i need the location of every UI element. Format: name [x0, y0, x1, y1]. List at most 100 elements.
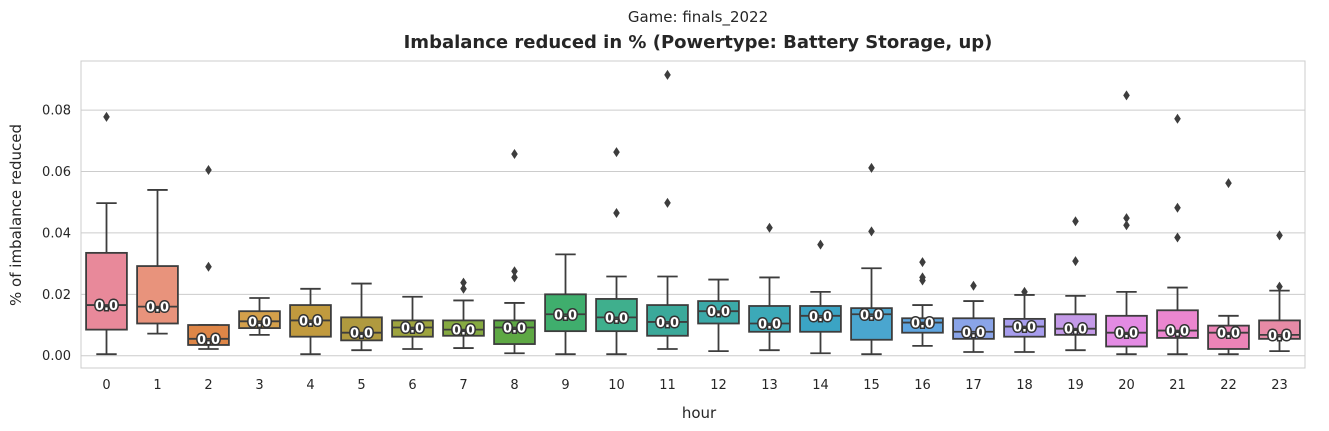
median-value-label: 0.0	[809, 310, 832, 325]
x-tick-label: 1	[153, 378, 161, 393]
box-hour-8: 0.0	[493, 149, 536, 355]
x-tick-label: 8	[510, 378, 518, 393]
y-tick-label: 0.02	[42, 288, 71, 303]
box-hour-10: 0.0	[595, 147, 638, 356]
outlier-point	[205, 164, 212, 175]
iqr-box	[442, 319, 485, 337]
box-hour-21: 0.0	[1156, 113, 1199, 356]
median-value-label: 0.0	[1166, 325, 1189, 340]
median-value-label: 0.0	[401, 321, 424, 336]
box-hour-19: 0.0	[1054, 216, 1097, 352]
iqr-box	[646, 304, 689, 337]
iqr-box	[493, 319, 536, 345]
x-tick-label: 3	[255, 378, 263, 393]
iqr-box	[697, 300, 740, 325]
box-hour-22: 0.0	[1207, 178, 1250, 356]
y-tick-label: 0.00	[42, 349, 71, 364]
outlier-point	[919, 257, 926, 268]
outlier-point	[817, 239, 824, 250]
x-tick-label: 21	[1169, 378, 1186, 393]
chart-suptitle: Game: finals_2022	[628, 8, 768, 27]
x-axis-label: hour	[682, 404, 717, 422]
box-hour-16: 0.0	[901, 257, 944, 347]
iqr-box	[85, 251, 128, 331]
x-tick-label: 18	[1016, 378, 1033, 393]
outlier-point	[1072, 256, 1079, 267]
box-hour-6: 0.0	[391, 295, 434, 350]
outlier-point	[511, 149, 518, 160]
box-hour-12: 0.0	[697, 278, 740, 353]
box-hour-0: 0.0	[85, 111, 128, 356]
x-tick-label: 13	[761, 378, 778, 393]
x-tick-label: 14	[812, 378, 829, 393]
outlier-point	[460, 283, 467, 294]
x-tick-label: 7	[459, 378, 467, 393]
iqr-box	[1156, 309, 1199, 339]
box-hour-18: 0.0	[1003, 286, 1046, 353]
outlier-point	[664, 69, 671, 80]
outlier-point	[868, 226, 875, 237]
boxes: 0.0 0.0 0.0 0.0 0.0 0.0 0.0 0.0 0.0 0.0 0.0 0.0 0.0 0…	[85, 69, 1301, 356]
y-tick-labels: 0.00 0.02 0.04 0.06 0.08	[42, 104, 71, 365]
iqr-box	[952, 317, 995, 340]
outlier-point	[511, 272, 518, 283]
box-hour-15: 0.0	[850, 162, 893, 356]
chart-title: Imbalance reduced in % (Powertype: Batte…	[404, 32, 993, 53]
outlier-point	[868, 162, 875, 173]
iqr-box	[238, 310, 281, 329]
outlier-point	[1021, 286, 1028, 297]
iqr-box	[799, 305, 842, 333]
x-tick-label: 11	[659, 378, 676, 393]
box-hour-4: 0.0	[289, 287, 332, 356]
box-hour-5: 0.0	[340, 282, 383, 352]
outlier-point	[1276, 230, 1283, 241]
median-value-label: 0.0	[146, 301, 169, 316]
median-value-label: 0.0	[1217, 327, 1240, 342]
y-axis-label: % of imbalance reduced	[7, 124, 25, 306]
outlier-point	[766, 222, 773, 233]
outlier-point	[1123, 213, 1130, 224]
x-tick-label: 16	[914, 378, 931, 393]
x-tick-label: 0	[102, 378, 110, 393]
median-value-label: 0.0	[707, 305, 730, 320]
median-value-label: 0.0	[758, 317, 781, 332]
box-hour-2: 0.0	[187, 164, 230, 350]
outlier-point	[1174, 113, 1181, 124]
x-tick-label: 9	[561, 378, 569, 393]
x-tick-label: 20	[1118, 378, 1135, 393]
box-hour-7: 0.0	[442, 277, 485, 349]
y-tick-label: 0.06	[42, 165, 71, 180]
plot-area	[80, 60, 1306, 369]
x-tick-label: 17	[965, 378, 982, 393]
box-hour-1: 0.0	[136, 189, 179, 335]
median-value-label: 0.0	[95, 299, 118, 314]
x-tick-label: 4	[306, 378, 314, 393]
outlier-point	[613, 207, 620, 218]
box-hour-11: 0.0	[646, 69, 689, 350]
median-value-label: 0.0	[197, 333, 220, 348]
median-value-label: 0.0	[1013, 321, 1036, 336]
box-hour-9: 0.0	[544, 253, 587, 356]
outlier-point	[613, 147, 620, 158]
median-value-label: 0.0	[350, 327, 373, 342]
y-tick-label: 0.04	[42, 226, 71, 241]
iqr-box	[748, 305, 791, 333]
x-tick-label: 2	[204, 378, 212, 393]
x-tick-labels: 0 1 2 3 4 5 6 7 8 9 10 11 12 13 14 15 16 17 18 19 20 21 22 23	[102, 378, 1287, 393]
median-value-label: 0.0	[860, 308, 883, 323]
iqr-box	[1105, 314, 1148, 348]
iqr-box	[1003, 317, 1046, 338]
outlier-point	[664, 197, 671, 208]
outlier-point	[1072, 216, 1079, 227]
outlier-point	[1225, 178, 1232, 189]
median-value-label: 0.0	[962, 326, 985, 341]
median-value-label: 0.0	[248, 315, 271, 330]
median-value-label: 0.0	[1064, 323, 1087, 338]
median-value-label: 0.0	[503, 321, 526, 336]
outlier-point	[1174, 232, 1181, 243]
y-gridlines	[81, 109, 1305, 357]
outlier-point	[1276, 281, 1283, 292]
x-tick-label: 6	[408, 378, 416, 393]
median-value-label: 0.0	[554, 308, 577, 323]
